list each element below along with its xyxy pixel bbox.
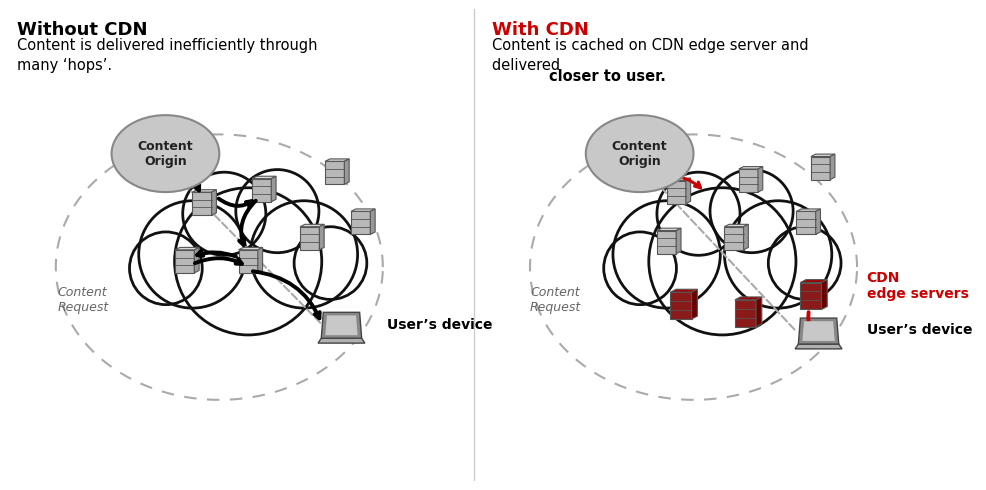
Polygon shape xyxy=(810,154,835,156)
Polygon shape xyxy=(725,227,743,250)
Circle shape xyxy=(236,170,318,253)
Text: closer to user.: closer to user. xyxy=(549,69,667,84)
Polygon shape xyxy=(810,156,830,180)
Polygon shape xyxy=(176,250,194,273)
Polygon shape xyxy=(801,283,821,310)
Polygon shape xyxy=(325,316,358,335)
Polygon shape xyxy=(799,318,839,344)
Text: Content
Request: Content Request xyxy=(530,286,581,314)
Text: User’s device: User’s device xyxy=(387,318,492,332)
Text: User’s device: User’s device xyxy=(867,322,972,337)
Circle shape xyxy=(768,227,841,299)
Polygon shape xyxy=(830,154,835,180)
Polygon shape xyxy=(676,228,681,254)
Polygon shape xyxy=(325,161,344,184)
Text: Content
Request: Content Request xyxy=(58,286,109,314)
Polygon shape xyxy=(257,247,262,273)
Circle shape xyxy=(129,232,202,305)
Polygon shape xyxy=(795,344,842,349)
Polygon shape xyxy=(821,280,827,310)
Polygon shape xyxy=(739,167,763,169)
Polygon shape xyxy=(176,247,199,250)
Polygon shape xyxy=(743,224,748,250)
Polygon shape xyxy=(300,224,324,227)
Circle shape xyxy=(294,227,367,299)
Polygon shape xyxy=(657,228,681,231)
Polygon shape xyxy=(657,231,676,254)
Polygon shape xyxy=(670,289,697,292)
Polygon shape xyxy=(735,300,756,327)
Polygon shape xyxy=(319,224,324,250)
Polygon shape xyxy=(271,176,276,202)
Circle shape xyxy=(725,201,832,308)
Ellipse shape xyxy=(586,115,693,192)
Circle shape xyxy=(613,201,721,308)
Text: Content
Origin: Content Origin xyxy=(138,140,193,168)
Text: Content
Origin: Content Origin xyxy=(612,140,668,168)
Circle shape xyxy=(182,172,266,255)
Circle shape xyxy=(603,232,676,305)
Polygon shape xyxy=(735,297,762,300)
Polygon shape xyxy=(192,190,216,192)
Circle shape xyxy=(710,170,793,253)
Polygon shape xyxy=(325,159,349,161)
Polygon shape xyxy=(252,176,276,179)
Circle shape xyxy=(139,201,246,308)
Polygon shape xyxy=(797,211,815,234)
Polygon shape xyxy=(192,192,212,215)
Polygon shape xyxy=(686,178,690,204)
Polygon shape xyxy=(344,159,349,184)
Polygon shape xyxy=(321,312,362,338)
Polygon shape xyxy=(670,292,691,319)
Polygon shape xyxy=(691,289,697,319)
Polygon shape xyxy=(212,190,216,215)
Polygon shape xyxy=(801,280,827,283)
Polygon shape xyxy=(725,224,748,227)
Polygon shape xyxy=(252,179,271,202)
Polygon shape xyxy=(194,247,199,273)
Polygon shape xyxy=(756,297,762,327)
Text: Content is cached on CDN edge server and
delivered: Content is cached on CDN edge server and… xyxy=(492,38,809,73)
Polygon shape xyxy=(318,338,365,343)
Circle shape xyxy=(250,201,358,308)
Polygon shape xyxy=(803,321,835,341)
Text: With CDN: With CDN xyxy=(492,21,589,39)
Polygon shape xyxy=(371,209,375,234)
Polygon shape xyxy=(758,167,763,192)
Polygon shape xyxy=(815,209,820,234)
Polygon shape xyxy=(239,247,262,250)
Circle shape xyxy=(649,188,796,335)
Ellipse shape xyxy=(111,115,219,192)
Circle shape xyxy=(175,188,321,335)
Polygon shape xyxy=(351,211,371,234)
Text: Without CDN: Without CDN xyxy=(18,21,148,39)
Circle shape xyxy=(657,172,740,255)
Polygon shape xyxy=(797,209,820,211)
Polygon shape xyxy=(667,180,686,204)
Polygon shape xyxy=(739,169,758,192)
Polygon shape xyxy=(239,250,257,273)
Text: CDN
edge servers: CDN edge servers xyxy=(867,271,968,301)
Text: Content is delivered inefficiently through
many ‘hops’.: Content is delivered inefficiently throu… xyxy=(18,38,317,73)
Polygon shape xyxy=(667,178,690,180)
Polygon shape xyxy=(300,227,319,250)
Polygon shape xyxy=(351,209,375,211)
